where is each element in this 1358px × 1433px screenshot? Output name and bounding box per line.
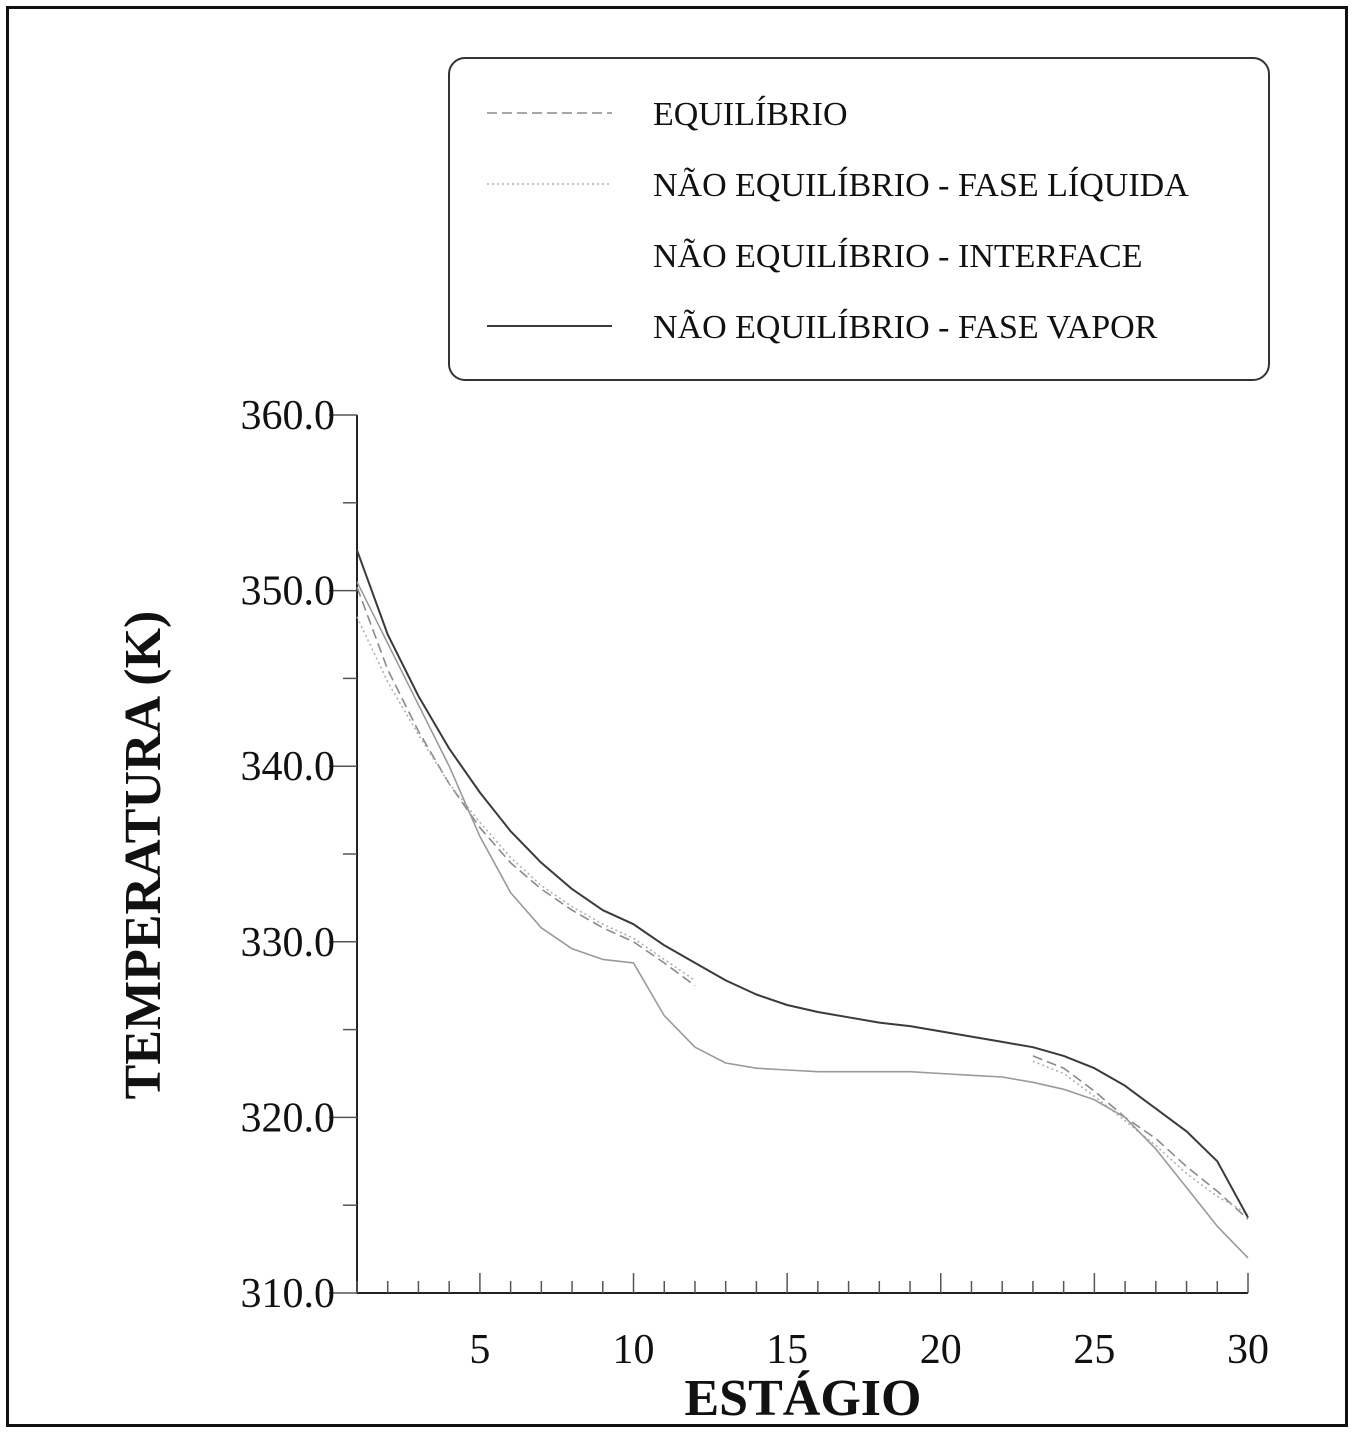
legend-label-4: NÃO EQUILÍBRIO - FASE VAPOR xyxy=(653,309,1158,346)
legend-label-3: NÃO EQUILÍBRIO - INTERFACE xyxy=(653,238,1142,275)
y-tick-label: 320.0 xyxy=(241,1095,336,1141)
y-tick-label: 360.0 xyxy=(241,393,336,439)
y-tick-label: 330.0 xyxy=(241,920,336,966)
x-axis-title: ESTÁGIO xyxy=(685,1369,922,1427)
y-tick-label: 350.0 xyxy=(241,569,336,615)
series-line-2 xyxy=(356,616,1249,1215)
x-tick-label: 10 xyxy=(613,1327,655,1373)
y-tick-label: 310.0 xyxy=(241,1271,336,1317)
series-line-3 xyxy=(356,581,1249,1259)
legend: EQUILÍBRIO NÃO EQUILÍBRIO - FASE LÍQUIDA N… xyxy=(448,57,1270,381)
series-layer xyxy=(356,549,1249,1259)
chart-frame xyxy=(6,6,1348,1427)
y-axis-title: TEMPERATURA (K) xyxy=(115,611,172,1100)
series-line-4 xyxy=(356,549,1249,1218)
legend-label-1: EQUILÍBRIO xyxy=(653,96,848,133)
plot-axes: 5 10 15 20 25 30 310.0 320.0 330.0 340.0 350.0 360.… xyxy=(241,393,1270,1373)
legend-box xyxy=(448,57,1270,381)
x-tick-label: 15 xyxy=(766,1327,808,1373)
x-tick-label: 30 xyxy=(1227,1327,1269,1373)
legend-label-2: NÃO EQUILÍBRIO - FASE LÍQUIDA xyxy=(653,167,1189,204)
x-tick-label: 25 xyxy=(1073,1327,1115,1373)
series-line-1 xyxy=(356,586,1249,1220)
x-tick-label: 20 xyxy=(920,1327,962,1373)
x-tick-label: 5 xyxy=(469,1327,490,1373)
y-tick-label: 340.0 xyxy=(241,744,336,790)
